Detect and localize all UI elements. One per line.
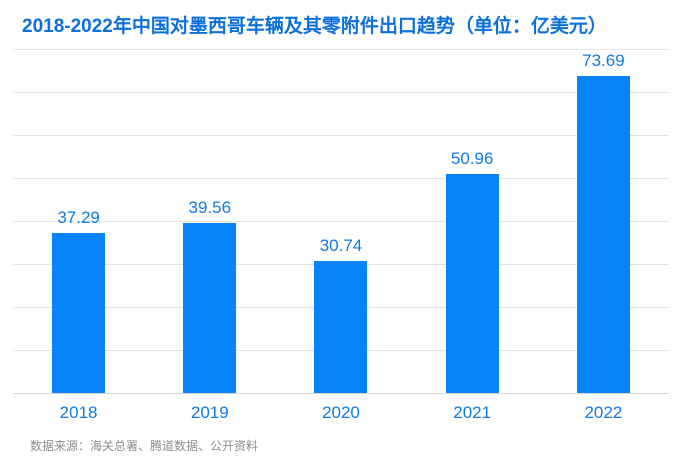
- bar-2019: [183, 222, 237, 393]
- bar-value-label-2020: 30.74: [319, 235, 363, 255]
- bar-value-label-2018: 37.29: [57, 207, 100, 227]
- gridline: [13, 221, 669, 222]
- x-tick-label-2022: 2022: [584, 403, 623, 422]
- bar-value-label-2021: 50.96: [450, 148, 494, 168]
- plot-area: 37.29 39.56 30.74 50.96 73.69: [13, 49, 669, 394]
- x-tick-label-2021: 2021: [453, 403, 492, 422]
- bar-value-label-2022: 73.69: [582, 51, 625, 71]
- bar-2018: [52, 232, 106, 393]
- bar-column-2018: 37.29: [13, 49, 144, 393]
- bar-column-2021: 50.96: [407, 49, 538, 393]
- bar-2021: [445, 173, 499, 393]
- x-tick-label-2018: 2018: [59, 403, 98, 422]
- source-note: 数据来源：海关总署、腾道数据、公开资料: [30, 439, 259, 453]
- bar-value-label-2019: 39.56: [188, 197, 232, 217]
- x-axis: 2018 2019 2020 2021 2022: [13, 403, 669, 425]
- gridline: [13, 178, 669, 179]
- gridline: [13, 49, 669, 50]
- gridline: [13, 135, 669, 136]
- gridline: [13, 92, 669, 93]
- bar-2022: [576, 76, 630, 393]
- x-tick-label-2020: 2020: [322, 403, 360, 422]
- bar-column-2019: 39.56: [144, 49, 275, 393]
- bar-column-2020: 30.74: [275, 49, 406, 393]
- x-tick-label-2019: 2019: [190, 403, 229, 422]
- chart-title: 2018-2022年中国对墨西哥车辆及其零附件出口趋势（单位：亿美元）: [22, 16, 607, 37]
- bar-2020: [314, 260, 368, 393]
- x-axis-line: [13, 393, 669, 394]
- bar-column-2022: 73.69: [538, 49, 669, 393]
